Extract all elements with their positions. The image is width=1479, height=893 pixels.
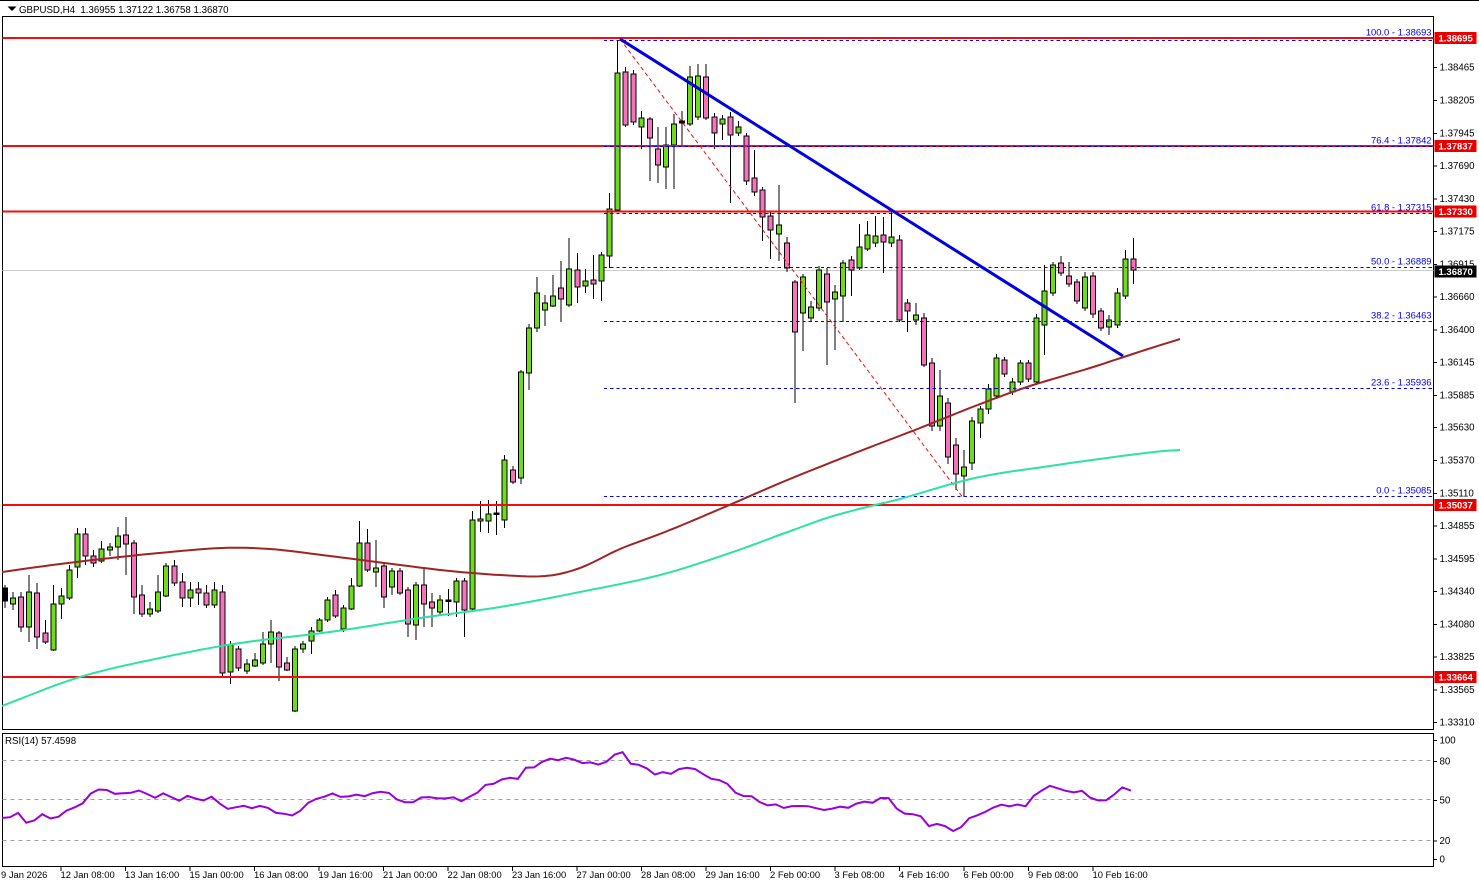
svg-text:4 Feb 16:00: 4 Feb 16:00 xyxy=(899,869,949,880)
svg-text:1.33565: 1.33565 xyxy=(1440,685,1475,696)
svg-text:13 Jan 16:00: 13 Jan 16:00 xyxy=(125,869,179,880)
svg-text:GBPUSD,H4 1.36955 1.37122 1.3: GBPUSD,H4 1.36955 1.37122 1.36758 1.3687… xyxy=(19,5,229,16)
svg-text:1.38465: 1.38465 xyxy=(1440,63,1475,74)
svg-text:1.34080: 1.34080 xyxy=(1440,620,1476,631)
svg-text:1.33664: 1.33664 xyxy=(1439,673,1474,684)
svg-text:100: 100 xyxy=(1440,736,1457,747)
svg-text:28 Jan 08:00: 28 Jan 08:00 xyxy=(641,869,695,880)
svg-text:29 Jan 16:00: 29 Jan 16:00 xyxy=(706,869,760,880)
svg-text:61.8 - 1.37315: 61.8 - 1.37315 xyxy=(1371,202,1431,213)
svg-text:80: 80 xyxy=(1440,757,1451,768)
svg-text:15 Jan 00:00: 15 Jan 00:00 xyxy=(190,869,244,880)
svg-text:1.37690: 1.37690 xyxy=(1440,161,1476,172)
svg-text:23 Jan 16:00: 23 Jan 16:00 xyxy=(512,869,566,880)
svg-text:1.35885: 1.35885 xyxy=(1440,391,1475,402)
svg-text:6 Feb 00:00: 6 Feb 00:00 xyxy=(964,869,1014,880)
svg-text:RSI(14) 57.4598: RSI(14) 57.4598 xyxy=(5,736,76,747)
svg-text:2 Feb 00:00: 2 Feb 00:00 xyxy=(770,869,820,880)
svg-text:21 Jan 00:00: 21 Jan 00:00 xyxy=(383,869,437,880)
svg-text:1.36870: 1.36870 xyxy=(1439,267,1473,278)
svg-text:1.37945: 1.37945 xyxy=(1440,129,1475,140)
svg-text:38.2 - 1.36463: 38.2 - 1.36463 xyxy=(1371,310,1431,321)
svg-text:23.6 - 1.35936: 23.6 - 1.35936 xyxy=(1371,377,1431,388)
svg-text:19 Jan 16:00: 19 Jan 16:00 xyxy=(319,869,373,880)
svg-text:20: 20 xyxy=(1440,836,1451,847)
svg-text:50.0 - 1.36889: 50.0 - 1.36889 xyxy=(1371,256,1431,267)
svg-text:1.36915: 1.36915 xyxy=(1440,260,1475,271)
svg-text:1.37430: 1.37430 xyxy=(1440,194,1476,205)
svg-text:50: 50 xyxy=(1440,796,1451,807)
svg-text:16 Jan 08:00: 16 Jan 08:00 xyxy=(254,869,308,880)
svg-text:9 Feb 08:00: 9 Feb 08:00 xyxy=(1028,869,1078,880)
svg-text:1.34340: 1.34340 xyxy=(1440,587,1476,598)
svg-text:100.0 - 1.38693: 100.0 - 1.38693 xyxy=(1366,27,1432,38)
svg-text:1.35630: 1.35630 xyxy=(1440,423,1476,434)
svg-text:0.0 - 1.35085: 0.0 - 1.35085 xyxy=(1376,485,1431,496)
svg-text:12 Jan 08:00: 12 Jan 08:00 xyxy=(61,869,115,880)
svg-text:1.34855: 1.34855 xyxy=(1440,521,1475,532)
svg-text:1.38695: 1.38695 xyxy=(1439,34,1474,45)
svg-text:1.36660: 1.36660 xyxy=(1440,292,1476,303)
svg-text:1.35037: 1.35037 xyxy=(1439,501,1473,512)
svg-text:0: 0 xyxy=(1440,855,1446,866)
svg-text:3 Feb 08:00: 3 Feb 08:00 xyxy=(835,869,885,880)
svg-text:1.35110: 1.35110 xyxy=(1440,489,1475,500)
svg-text:1.38205: 1.38205 xyxy=(1440,96,1475,107)
svg-text:1.36145: 1.36145 xyxy=(1440,358,1475,369)
svg-text:1.37175: 1.37175 xyxy=(1440,227,1475,238)
svg-text:22 Jan 08:00: 22 Jan 08:00 xyxy=(448,869,502,880)
svg-text:10 Feb 16:00: 10 Feb 16:00 xyxy=(1093,869,1148,880)
svg-text:1.34595: 1.34595 xyxy=(1440,554,1475,565)
svg-text:1.35370: 1.35370 xyxy=(1440,456,1476,467)
svg-text:1.36400: 1.36400 xyxy=(1440,325,1476,336)
svg-text:1.37837: 1.37837 xyxy=(1439,142,1473,153)
svg-text:1.33310: 1.33310 xyxy=(1440,718,1476,729)
svg-text:27 Jan 00:00: 27 Jan 00:00 xyxy=(577,869,631,880)
svg-text:9 Jan 2026: 9 Jan 2026 xyxy=(1,869,47,880)
svg-text:76.4 - 1.37842: 76.4 - 1.37842 xyxy=(1371,135,1431,146)
svg-text:1.37330: 1.37330 xyxy=(1439,207,1473,218)
svg-text:1.33825: 1.33825 xyxy=(1440,652,1475,663)
